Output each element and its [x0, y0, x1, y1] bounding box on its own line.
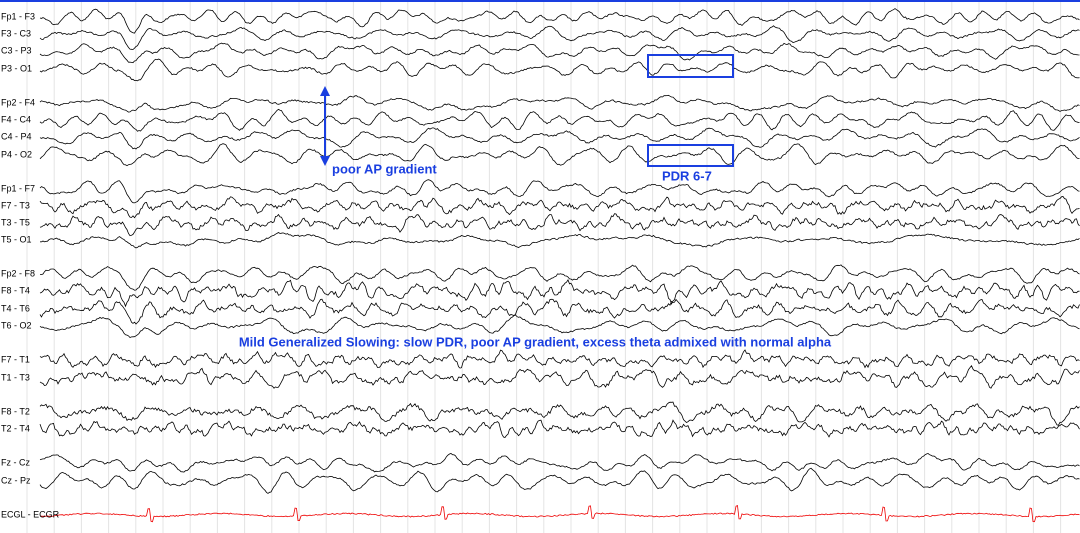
eeg-trace — [39, 505, 1080, 523]
channel-label: F7 - T3 — [1, 200, 30, 210]
channel-label: F4 - C4 — [1, 114, 31, 124]
channel-label: T1 - T3 — [1, 372, 30, 382]
eeg-trace — [39, 452, 1080, 473]
channel-label: T3 - T5 — [1, 217, 30, 227]
eeg-trace — [39, 179, 1080, 204]
eeg-trace — [39, 42, 1080, 64]
channel-labels: Fp1 - F3 F3 - C3 C3 - P3 P3 - O1 Fp2 - F4 F4 … — [1, 11, 60, 519]
eeg-trace — [39, 232, 1080, 249]
channel-label: P3 - O1 — [1, 63, 32, 73]
channel-label: T5 - O1 — [1, 234, 32, 244]
channel-label: F3 - C3 — [1, 28, 31, 38]
traces — [39, 8, 1080, 523]
eeg-trace — [39, 94, 1080, 113]
channel-label: C3 - P3 — [1, 45, 32, 55]
channel-label: F8 - T4 — [1, 285, 30, 295]
pdr-box — [647, 144, 734, 167]
eeg-trace — [39, 8, 1080, 34]
eeg-trace — [39, 264, 1080, 291]
eeg-trace — [39, 108, 1080, 132]
channel-label: Fp1 - F3 — [1, 11, 35, 21]
annotation: PDR 6-7 — [662, 168, 712, 183]
arrow-head — [320, 156, 330, 166]
channel-label: T6 - O2 — [1, 320, 32, 330]
eeg-trace — [39, 213, 1080, 237]
annotation: Mild Generalized Slowing: slow PDR, poor… — [239, 334, 832, 349]
eeg-trace — [39, 25, 1080, 50]
channel-label: T2 - T4 — [1, 423, 30, 433]
eeg-trace — [39, 127, 1080, 150]
eeg-trace — [39, 58, 1080, 82]
pdr-box — [647, 54, 734, 78]
eeg-trace — [39, 143, 1080, 167]
arrow-head — [320, 86, 330, 96]
channel-label: Fp1 - F7 — [1, 183, 35, 193]
channel-label: P4 - O2 — [1, 149, 32, 159]
channel-label: C4 - P4 — [1, 131, 32, 141]
eeg-trace — [39, 467, 1080, 494]
eeg-trace — [39, 314, 1080, 338]
time-grid — [26, 0, 1062, 533]
eeg-trace — [39, 196, 1080, 219]
channel-label: ECGL - ECGR — [1, 509, 60, 519]
eeg-trace — [39, 279, 1080, 308]
channel-label: Cz - Pz — [1, 475, 31, 485]
eeg-trace — [39, 365, 1080, 389]
channel-label: F8 - T2 — [1, 406, 30, 416]
channel-label: Fp2 - F8 — [1, 268, 35, 278]
eeg-trace — [39, 401, 1080, 426]
eeg-trace — [39, 419, 1080, 438]
channel-label: Fz - Cz — [1, 457, 30, 467]
eeg-trace — [39, 349, 1080, 369]
eeg-trace — [39, 298, 1080, 325]
channel-label: Fp2 - F4 — [1, 97, 35, 107]
channel-label: T4 - T6 — [1, 303, 30, 313]
channel-label: F7 - T1 — [1, 354, 30, 364]
annotation: poor AP gradient — [332, 161, 437, 176]
